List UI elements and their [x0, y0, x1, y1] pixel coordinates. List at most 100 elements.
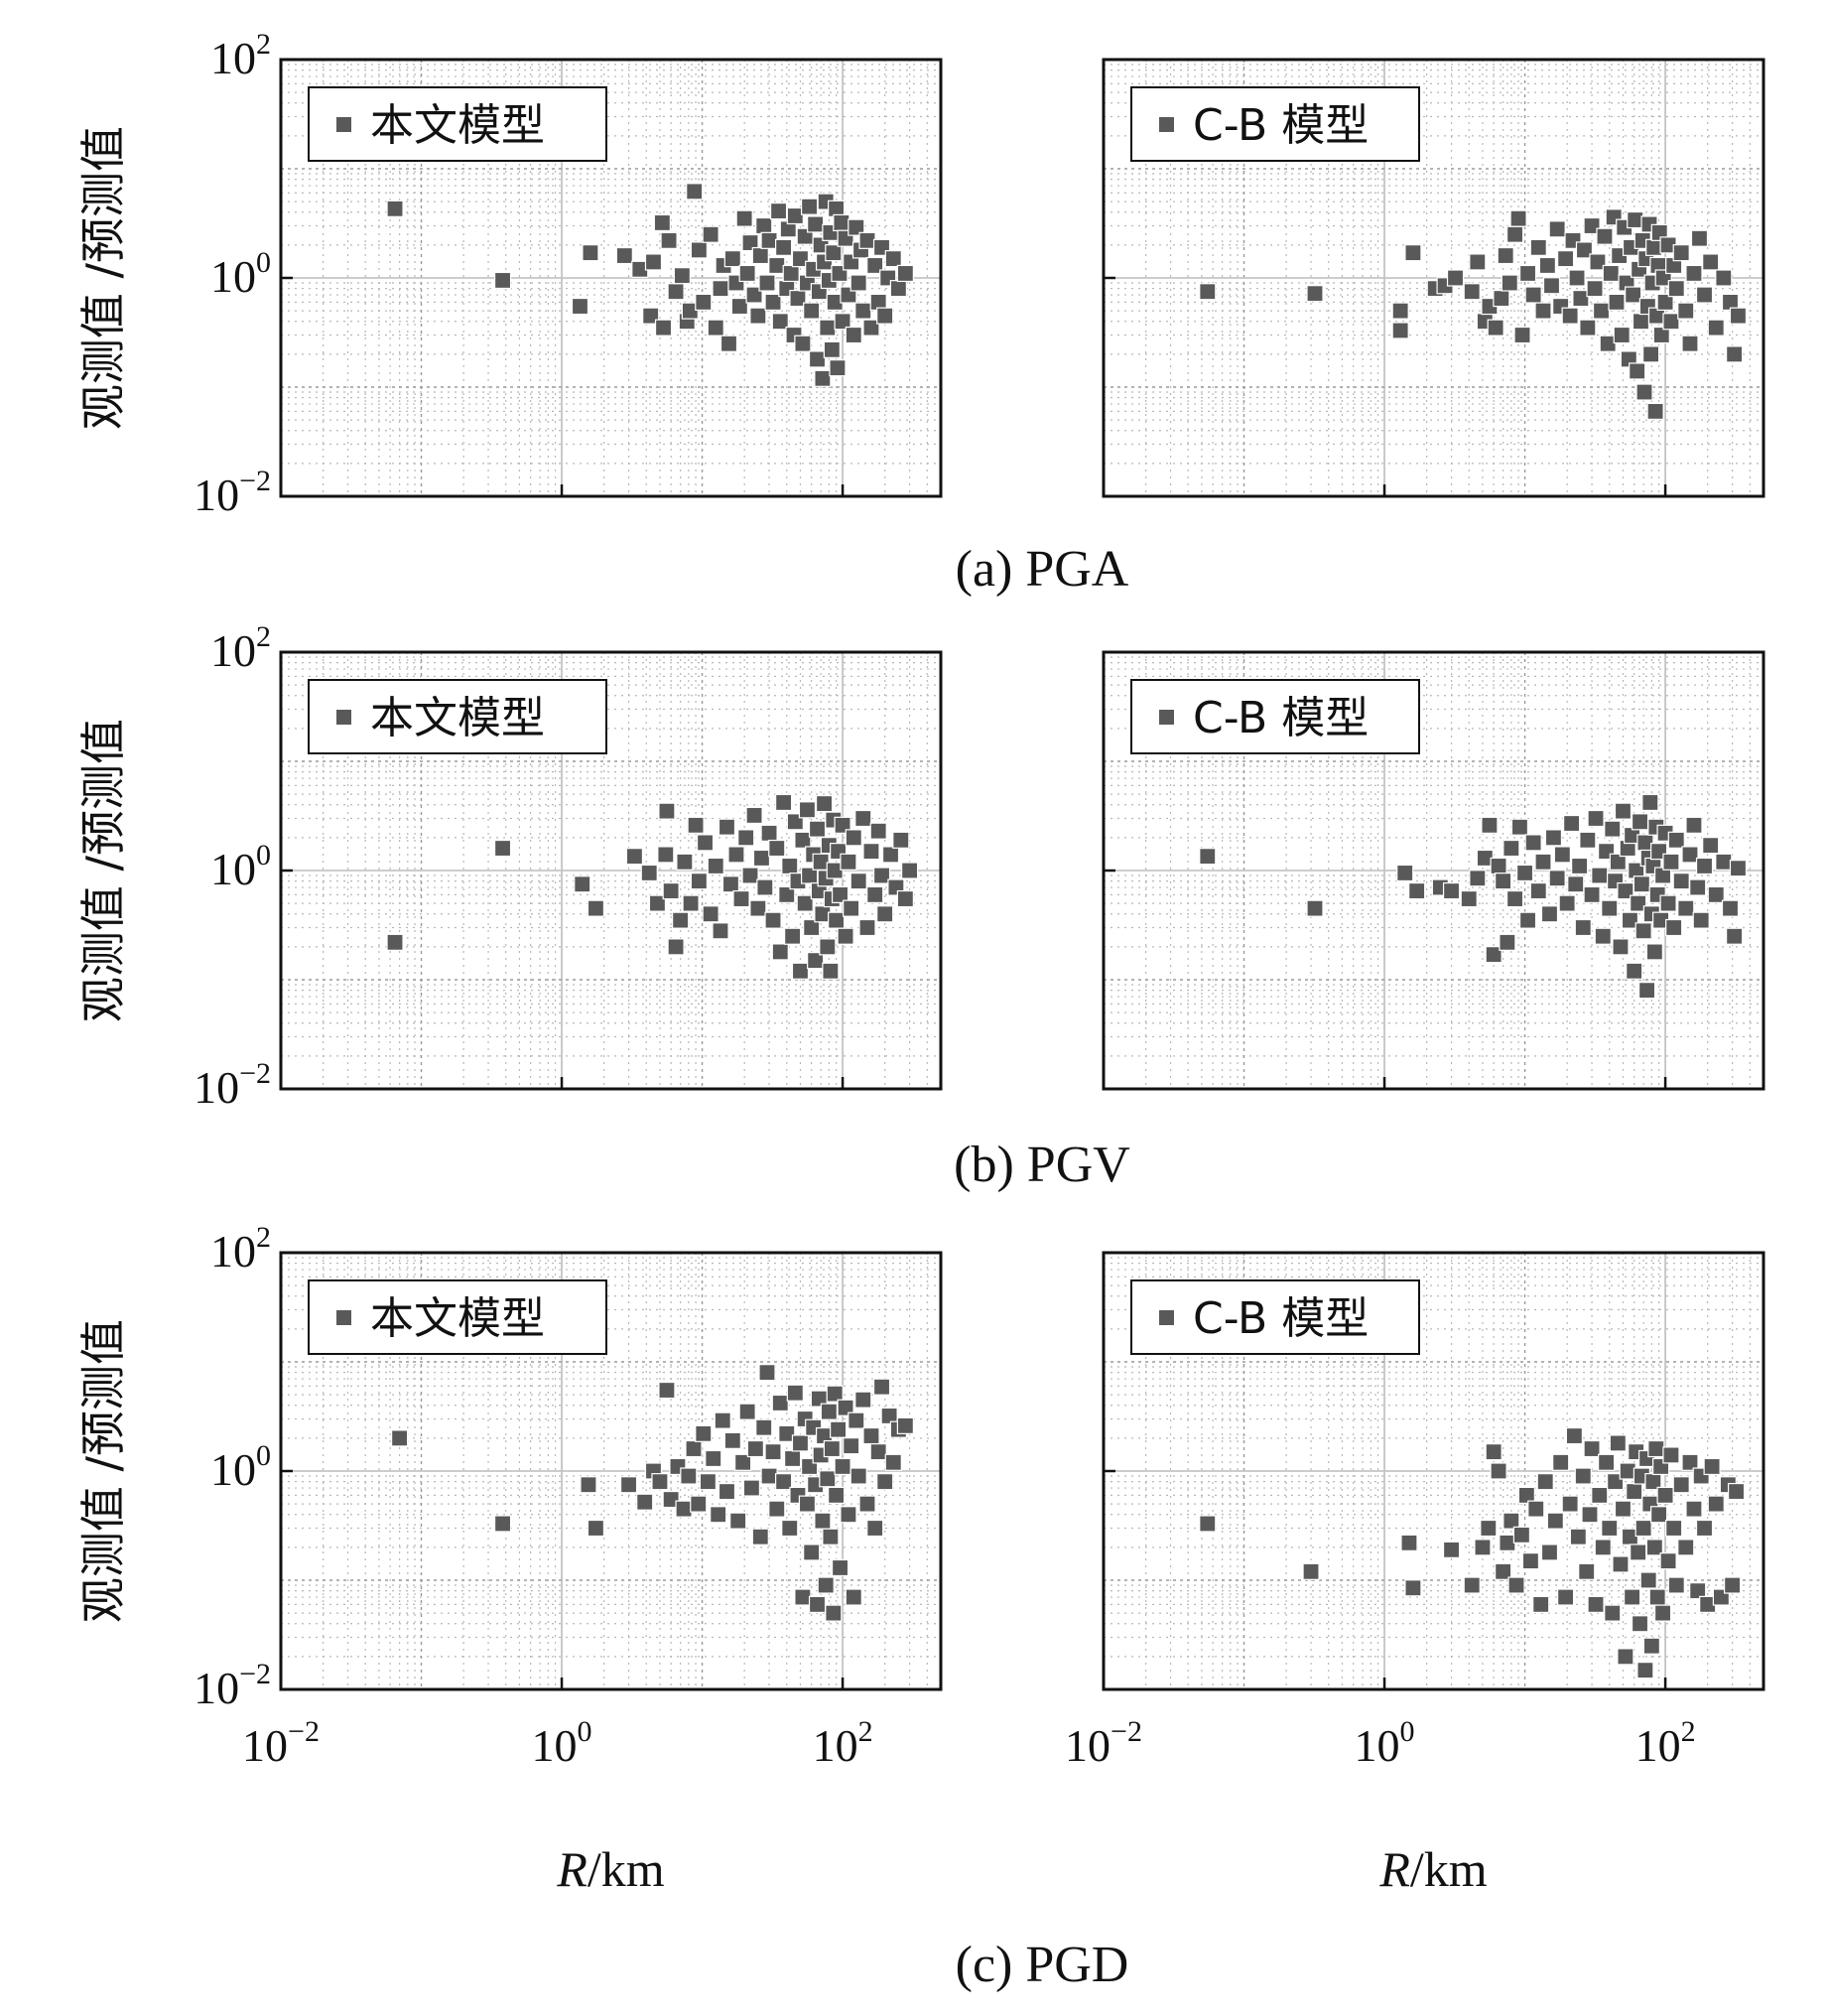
data-point — [746, 1439, 764, 1458]
data-point — [1460, 889, 1478, 908]
data-point — [854, 1391, 872, 1409]
x-tick-label: 100 — [1355, 1715, 1415, 1771]
data-point — [798, 801, 817, 819]
data-point — [880, 1407, 898, 1425]
data-point — [1391, 322, 1409, 339]
y-tick-base: 10 — [194, 470, 239, 520]
data-point — [1529, 238, 1547, 256]
y-tick-label: 102 — [210, 1221, 271, 1277]
data-point — [1557, 1588, 1575, 1606]
data-point — [889, 280, 907, 298]
data-point — [714, 1411, 731, 1429]
data-point — [755, 216, 773, 235]
y-tick-exponent: −2 — [239, 1658, 271, 1690]
data-point — [1685, 1500, 1703, 1518]
data-point — [493, 271, 512, 290]
data-point — [826, 862, 844, 879]
data-point — [801, 867, 819, 884]
data-point — [1596, 227, 1614, 245]
data-point — [1495, 873, 1512, 890]
data-point — [786, 1384, 804, 1402]
legend: 本文模型 — [308, 86, 607, 162]
data-point — [768, 1500, 786, 1518]
data-point — [1565, 1426, 1584, 1445]
data-point — [1589, 253, 1607, 271]
data-point — [825, 244, 843, 262]
data-point — [1583, 216, 1601, 235]
data-point — [738, 264, 756, 283]
data-point — [702, 905, 719, 923]
data-point — [1586, 280, 1604, 298]
data-point — [1561, 307, 1579, 325]
data-point — [808, 350, 827, 368]
x-tick-exponent: 0 — [1400, 1715, 1415, 1748]
data-point — [619, 1476, 638, 1494]
data-point — [1625, 286, 1642, 304]
data-point — [1501, 274, 1518, 292]
data-point — [571, 297, 589, 316]
data-point — [854, 302, 872, 320]
data-point — [732, 889, 750, 908]
data-point — [1641, 793, 1659, 812]
data-point — [849, 1467, 867, 1485]
data-point — [848, 218, 865, 236]
data-point — [1633, 875, 1650, 893]
data-point — [1677, 302, 1695, 320]
data-point — [1647, 1439, 1665, 1458]
data-point — [1609, 853, 1627, 871]
data-point — [756, 878, 774, 896]
data-point — [1637, 982, 1656, 1000]
data-point — [1656, 1486, 1674, 1505]
data-point — [1695, 1519, 1714, 1538]
data-point — [843, 1437, 860, 1455]
data-point — [1574, 918, 1592, 937]
data-point — [1648, 1588, 1666, 1606]
x-tick-base: 10 — [532, 1720, 578, 1771]
y-tick-base: 10 — [210, 1226, 256, 1277]
data-point — [493, 839, 512, 858]
data-point — [658, 802, 676, 820]
data-point — [1703, 1457, 1721, 1476]
data-point — [1469, 253, 1487, 271]
data-point — [831, 1558, 849, 1577]
data-point — [1532, 1595, 1550, 1614]
data-point — [794, 831, 812, 849]
x-tick-base: 10 — [1355, 1720, 1400, 1771]
data-point — [1583, 885, 1601, 904]
data-point — [830, 1420, 848, 1438]
x-tick-base: 10 — [1635, 1720, 1681, 1771]
data-point — [791, 250, 810, 268]
data-point — [690, 873, 709, 890]
data-point — [1463, 283, 1481, 301]
data-point — [803, 1544, 821, 1561]
data-point — [642, 307, 660, 325]
data-point — [695, 293, 713, 312]
data-point — [1598, 1453, 1616, 1471]
data-point — [808, 820, 827, 838]
data-point — [1604, 820, 1622, 838]
data-point — [1653, 1604, 1672, 1622]
data-point — [858, 918, 876, 937]
data-point — [1404, 1579, 1422, 1597]
data-point — [869, 822, 887, 840]
data-point — [817, 1576, 835, 1594]
data-point — [707, 319, 724, 336]
data-point — [1306, 285, 1324, 303]
data-point — [1614, 1500, 1633, 1518]
data-point — [828, 911, 846, 929]
data-point — [854, 809, 872, 828]
data-point — [685, 1439, 703, 1458]
data-point — [1404, 244, 1422, 262]
data-point — [1513, 326, 1531, 344]
data-point — [825, 1604, 843, 1622]
data-point — [771, 1394, 789, 1412]
data-point — [1624, 1588, 1641, 1606]
data-point — [1572, 289, 1590, 308]
data-point — [1646, 402, 1664, 421]
data-point — [789, 289, 807, 308]
data-point — [807, 215, 825, 233]
legend-marker — [1159, 710, 1174, 725]
data-point — [1672, 1476, 1690, 1494]
